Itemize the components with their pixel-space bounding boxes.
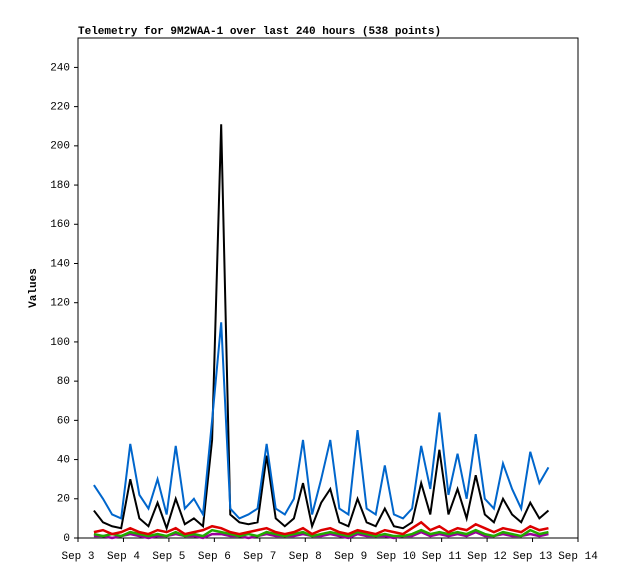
x-tick-label: Sep 5	[152, 551, 185, 563]
y-tick-label: 0	[63, 533, 70, 545]
chart-title: Telemetry for 9M2WAA-1 over last 240 hou…	[78, 26, 441, 38]
series-line	[93, 528, 549, 538]
series-line	[93, 520, 549, 536]
y-tick-label: 100	[50, 337, 70, 349]
y-tick-label: 40	[57, 454, 70, 466]
y-tick-label: 160	[50, 219, 70, 231]
x-tick-label: Sep 6	[198, 551, 231, 563]
plot-frame	[77, 37, 579, 539]
x-tick-label: Sep 12	[467, 551, 507, 563]
x-tick-label: Sep 3	[61, 551, 94, 563]
x-tick-label: Sep 8	[289, 551, 322, 563]
x-tick-label: Sep 13	[513, 551, 553, 563]
y-tick-label: 240	[50, 62, 70, 74]
y-tick-label: 120	[50, 298, 70, 310]
y-tick-label: 200	[50, 141, 70, 153]
y-tick-label: 180	[50, 180, 70, 192]
series-line	[93, 322, 550, 520]
x-tick-label: Sep 11	[422, 551, 462, 563]
x-tick-label: Sep 4	[107, 551, 140, 563]
y-tick-label: 80	[57, 376, 70, 388]
x-tick-label: Sep 9	[334, 551, 367, 563]
y-tick-label: 20	[57, 494, 70, 506]
x-tick-label: Sep 7	[243, 551, 276, 563]
y-axis-label: Values	[28, 268, 40, 308]
x-tick-label: Sep 10	[376, 551, 416, 563]
y-tick-label: 60	[57, 415, 70, 427]
y-tick-label: 220	[50, 102, 70, 114]
series-line	[93, 124, 550, 532]
y-tick-label: 140	[50, 258, 70, 270]
x-tick-label: Sep 14	[558, 551, 598, 563]
